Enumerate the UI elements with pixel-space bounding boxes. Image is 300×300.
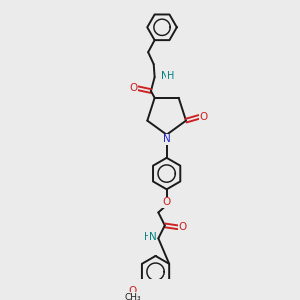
Text: O: O bbox=[163, 197, 171, 207]
Text: O: O bbox=[129, 83, 137, 93]
Text: O: O bbox=[200, 112, 208, 122]
Text: H: H bbox=[144, 232, 151, 242]
Text: CH₃: CH₃ bbox=[124, 292, 141, 300]
Text: O: O bbox=[128, 286, 137, 296]
Text: N: N bbox=[161, 71, 169, 81]
Text: N: N bbox=[163, 134, 170, 144]
Text: H: H bbox=[167, 71, 174, 81]
Text: O: O bbox=[178, 222, 187, 232]
Text: N: N bbox=[149, 232, 157, 242]
